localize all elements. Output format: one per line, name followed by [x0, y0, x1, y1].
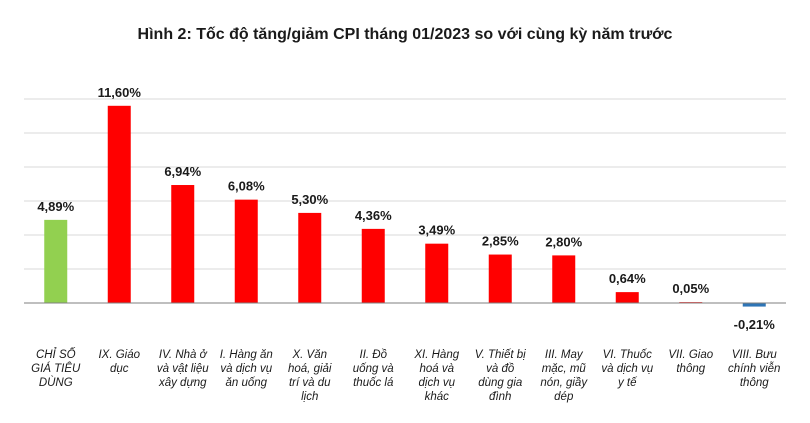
- category-label-3: I. Hàng ăn và dịch vụ ăn uống: [220, 349, 273, 389]
- data-label-7: 2,85%: [482, 234, 519, 249]
- category-label-2: IV. Nhà ở và vật liệu xây dựng: [157, 349, 209, 389]
- category-labels: CHỈ SỐ GIÁ TIÊU DÙNG IX. Giáo dục IV. Nhà ở và…: [31, 348, 780, 403]
- bar-11: [742, 303, 766, 307]
- data-label-6: 3,49%: [418, 223, 455, 238]
- data-label-11: -0,21%: [734, 317, 776, 332]
- bars: [44, 105, 766, 307]
- bar-0: [44, 219, 68, 303]
- bar-1: [107, 105, 131, 303]
- data-label-2: 6,94%: [164, 164, 201, 179]
- data-label-8: 2,80%: [545, 234, 582, 249]
- category-label-6: XI. Hàng hoá và dịch vụ khác: [413, 349, 459, 403]
- category-label-10: VII. Giao thông: [668, 349, 713, 375]
- bar-5: [361, 228, 385, 303]
- category-label-9: VI. Thuốc và dịch vụ y tế: [601, 349, 653, 389]
- bar-3: [234, 199, 258, 303]
- bar-7: [488, 254, 512, 303]
- category-label-8: III. May mặc, mũ nón, giầy dép: [540, 349, 588, 403]
- data-label-9: 0,64%: [609, 271, 646, 286]
- bar-4: [298, 212, 322, 303]
- data-label-4: 5,30%: [291, 192, 328, 207]
- data-labels: 4,89% 11,60% 6,94% 6,08% 5,30% 4,36% 3,49% 2,85…: [37, 85, 775, 332]
- bar-9: [615, 292, 639, 303]
- chart-title: Hình 2: Tốc độ tăng/giảm CPI tháng 01/20…: [138, 26, 673, 43]
- bar-8: [552, 255, 576, 303]
- category-label-11: VIII. Bưu chính viễn thông: [728, 349, 780, 389]
- data-label-0: 4,89%: [37, 199, 74, 214]
- data-label-1: 11,60%: [98, 85, 142, 100]
- data-label-3: 6,08%: [228, 179, 265, 194]
- data-label-5: 4,36%: [355, 208, 392, 223]
- category-label-4: X. Văn hoá, giải trí và du lịch: [288, 349, 332, 403]
- category-label-1: IX. Giáo dục: [98, 349, 140, 375]
- category-label-5: II. Đồ uống và thuốc lá: [353, 349, 395, 389]
- category-label-0: CHỈ SỐ GIÁ TIÊU DÙNG: [31, 348, 81, 389]
- gridlines: [24, 98, 786, 270]
- category-label-7: V. Thiết bị và đồ dùng gia đình: [475, 349, 526, 403]
- data-label-10: 0,05%: [672, 281, 709, 296]
- bar-6: [425, 243, 449, 303]
- bar-2: [171, 185, 195, 303]
